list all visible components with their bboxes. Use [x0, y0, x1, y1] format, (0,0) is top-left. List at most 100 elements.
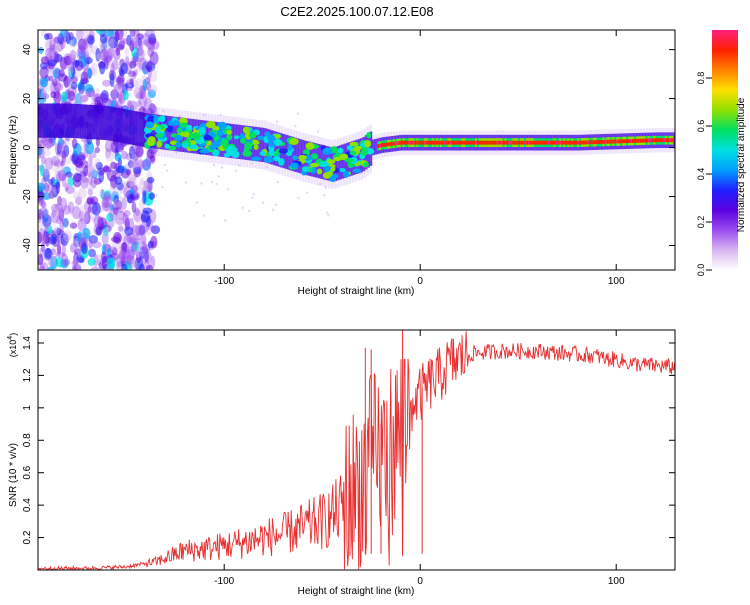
noise-dot — [184, 181, 188, 184]
noise-dot — [324, 186, 327, 189]
noise-blob — [63, 144, 70, 158]
ridge-core-inner — [479, 140, 482, 145]
noise-blob — [57, 195, 62, 206]
noise-blob — [117, 225, 124, 232]
ridge-core-inner — [490, 140, 493, 145]
ridge-band-segment — [125, 109, 128, 144]
ridge-core-inner — [655, 138, 658, 143]
noise-blob — [134, 257, 144, 270]
noise-blob — [94, 146, 101, 154]
noise-blob — [112, 83, 123, 91]
noise-dot — [251, 196, 254, 199]
ridge-band-segment — [233, 124, 236, 159]
noise-blob — [146, 60, 153, 73]
noise-blob — [41, 201, 47, 209]
noise-blob — [78, 210, 84, 222]
noise-blob — [102, 195, 113, 208]
colorbar-tick-label: 0.2 — [696, 216, 706, 229]
ridge-band-segment — [296, 138, 300, 173]
noise-blob — [129, 40, 135, 52]
ridge-core-inner — [502, 140, 505, 145]
noise-blob — [50, 233, 58, 245]
noise-blob — [116, 206, 124, 214]
noise-dot — [318, 182, 322, 186]
noise-dot — [275, 120, 279, 123]
ridge-core-inner — [512, 140, 515, 145]
noise-blob — [43, 33, 50, 41]
ridge-core-inner — [498, 140, 501, 145]
colorbar-label: Normalized spectral amplitude — [736, 97, 747, 232]
ridge-blob — [289, 138, 299, 146]
ridge-band-segment — [141, 112, 145, 147]
ridge-halo-segment — [339, 137, 343, 187]
noise-blob — [86, 180, 91, 191]
noise-blob — [78, 91, 87, 103]
noise-dot — [241, 206, 244, 209]
ridge-core-inner — [420, 140, 423, 145]
ridge-core-inner — [547, 140, 550, 145]
noise-blob — [70, 66, 76, 77]
ridge-core-inner — [467, 140, 470, 145]
noise-blob — [90, 175, 98, 189]
noise-blob — [112, 202, 119, 211]
noise-blob — [123, 186, 130, 199]
ridge-band-segment — [56, 103, 60, 138]
noise-blob — [61, 148, 67, 160]
noise-blob — [60, 160, 65, 167]
noise-blob — [126, 180, 135, 189]
noise-blob — [67, 201, 75, 214]
noise-blob — [103, 192, 112, 202]
noise-blob — [96, 258, 102, 266]
noise-blob — [63, 135, 71, 146]
ridge-band-segment — [292, 136, 295, 172]
noise-blob — [63, 258, 71, 266]
ridge-band-segment — [273, 131, 276, 166]
noise-blob — [53, 82, 64, 92]
ridge-blob — [155, 133, 164, 138]
ridge-core-inner — [598, 140, 601, 144]
ridge-band-segment — [374, 138, 377, 155]
noise-blob — [117, 211, 126, 221]
noise-dot — [161, 186, 164, 189]
noise-blob — [95, 255, 102, 265]
noise-blob — [45, 37, 53, 51]
ridge-core-inner — [469, 140, 472, 145]
noise-blob — [148, 84, 158, 95]
noise-blob — [105, 147, 111, 159]
ridge-band-segment — [261, 127, 265, 162]
ridge-blob — [225, 147, 234, 154]
figure-title: C2E2.2025.100.07.12.E08 — [280, 4, 433, 19]
ridge-core-inner — [439, 140, 442, 145]
noise-blob — [109, 72, 115, 87]
ridge-core-inner — [486, 140, 490, 145]
noise-blob — [138, 250, 145, 260]
noise-blob — [118, 94, 123, 102]
ridge-core-inner — [394, 141, 397, 146]
noise-blob — [38, 253, 44, 266]
noise-blob — [52, 43, 57, 57]
noise-blob — [99, 60, 106, 75]
noise-blob — [82, 209, 89, 224]
noise-blob — [102, 224, 109, 237]
ridge-blob — [217, 130, 223, 137]
noise-blob — [53, 44, 62, 53]
noise-blob — [134, 249, 145, 257]
noise-blob — [38, 136, 48, 144]
noise-dot — [252, 193, 255, 196]
ridge-band-segment — [47, 103, 51, 138]
ridge-core-inner — [639, 138, 642, 143]
noise-blob — [80, 176, 89, 189]
ridge-core-inner — [551, 140, 554, 145]
snr-series-line — [38, 331, 676, 571]
noise-blob — [101, 97, 112, 107]
noise-blob — [68, 32, 74, 41]
ridge-band-segment — [117, 108, 121, 143]
noise-dot — [215, 182, 218, 186]
ridge-blob — [333, 156, 342, 162]
ridge-blob — [146, 138, 155, 146]
noise-blob — [131, 225, 141, 238]
noise-blob — [137, 180, 148, 190]
noise-blob — [137, 37, 142, 47]
ridge-band-segment — [127, 109, 130, 145]
noise-blob — [102, 54, 112, 62]
